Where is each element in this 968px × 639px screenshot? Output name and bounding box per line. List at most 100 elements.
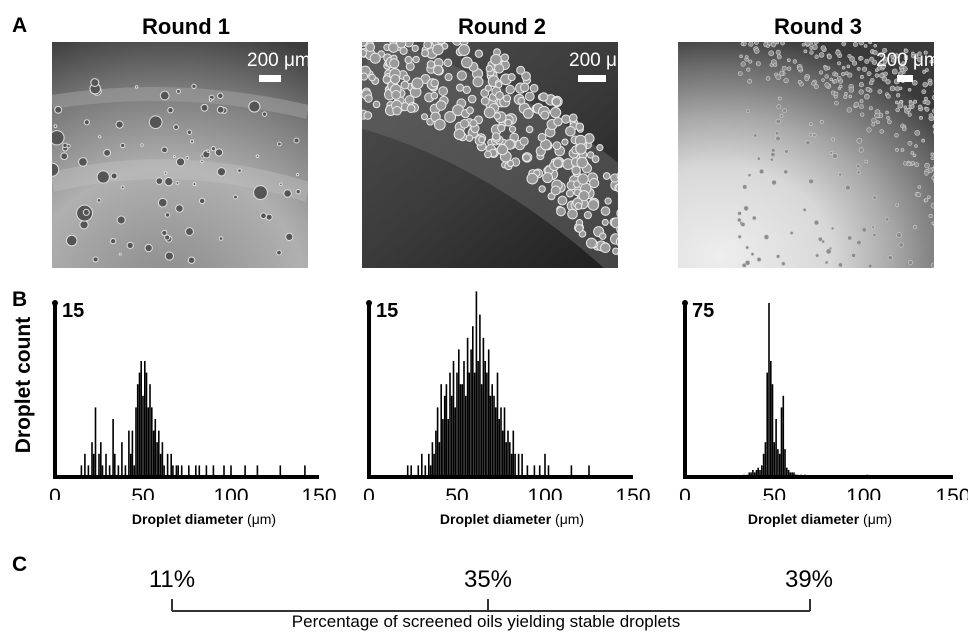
- histogram-bar: [750, 472, 752, 477]
- histogram-bar: [163, 465, 165, 477]
- histogram-bar: [463, 361, 465, 477]
- x-tick-label: 50: [763, 485, 786, 500]
- histogram-bar: [514, 453, 516, 477]
- histogram-bar: [491, 384, 493, 477]
- histogram-bar: [198, 465, 201, 477]
- histogram-bar: [789, 472, 792, 477]
- histogram-bar: [149, 384, 151, 477]
- histogram-bar: [205, 465, 208, 477]
- histogram-bar: [421, 453, 423, 477]
- histogram-bar: [142, 395, 144, 477]
- percent-round-3: 39%: [784, 566, 834, 593]
- histogram-bar: [161, 442, 164, 477]
- histogram-bar: [124, 465, 127, 477]
- y-tick-label: 15: [376, 300, 398, 322]
- histogram-bar: [129, 453, 132, 477]
- histogram-bar: [466, 337, 469, 477]
- histogram-bar: [133, 465, 135, 477]
- histogram-bar: [188, 465, 190, 477]
- histogram-bar: [144, 361, 146, 477]
- histogram-bar: [230, 465, 232, 477]
- histogram-bar: [526, 465, 529, 477]
- histogram-bar: [500, 407, 502, 477]
- histogram-bar: [778, 453, 781, 477]
- histogram-bar: [244, 465, 246, 477]
- histogram-bar: [477, 361, 479, 477]
- histogram-bar: [117, 465, 120, 477]
- histogram-bar: [759, 470, 761, 477]
- histogram-bar: [544, 453, 546, 477]
- histogram-bar: [787, 470, 790, 477]
- micrograph-round-2: [362, 42, 618, 268]
- scale-label-round-2: 200 μm: [569, 50, 633, 71]
- histogram-bar: [498, 419, 500, 477]
- histogram-bar: [428, 453, 430, 477]
- histogram-bar: [159, 453, 162, 477]
- histogram-bar: [172, 465, 174, 477]
- histogram-bar: [470, 349, 472, 477]
- histogram-bar: [465, 395, 467, 477]
- histogram-bar: [793, 472, 795, 477]
- histogram-bar: [493, 395, 495, 477]
- x-tick-label: 50: [131, 485, 154, 500]
- histogram-bar: [487, 349, 490, 477]
- histogram-bar: [755, 470, 758, 477]
- scale-label-round-3: 200 μm: [876, 50, 940, 71]
- histogram-bar: [480, 384, 483, 477]
- histogram-bar: [494, 407, 497, 477]
- histogram-bar: [424, 465, 427, 477]
- histogram-bar: [147, 407, 150, 477]
- y-axis-cap: [682, 300, 688, 306]
- x-tick-label: 150: [301, 485, 336, 500]
- histogram-bar: [114, 453, 116, 477]
- histogram-bar: [762, 453, 765, 477]
- histogram-bar: [94, 407, 97, 477]
- histogram-bar: [570, 465, 573, 477]
- histogram-bar: [507, 430, 509, 477]
- histogram-bar: [131, 430, 134, 477]
- histogram-bar: [84, 453, 86, 477]
- histogram-bar: [105, 453, 107, 477]
- histogram-bar: [101, 465, 104, 477]
- y-tick-label: 75: [692, 300, 714, 322]
- histogram-bar: [753, 472, 756, 477]
- x-tick-label: 100: [846, 485, 881, 500]
- histogram-bar: [108, 465, 111, 477]
- percent-round-1: 11%: [148, 566, 196, 593]
- histogram-bar: [761, 465, 763, 477]
- x-tick-label: 100: [213, 485, 248, 500]
- histogram-bar: [468, 372, 471, 477]
- histogram-bar: [136, 384, 139, 477]
- x-tick-label: 0: [363, 485, 375, 500]
- histogram-bar: [768, 303, 770, 477]
- histogram-bar: [438, 442, 441, 477]
- histogram-bar: [447, 419, 449, 477]
- histogram-bar: [771, 384, 774, 477]
- histogram-bar: [450, 395, 453, 477]
- histogram-bar: [510, 453, 513, 477]
- histogram-bar: [417, 465, 420, 477]
- x-tick-label: 150: [615, 485, 650, 500]
- histogram-bar: [502, 430, 504, 477]
- histogram-bar: [791, 472, 793, 477]
- histogram-bar: [87, 465, 90, 477]
- histogram-bar: [435, 430, 437, 477]
- histogram-bar: [112, 419, 114, 477]
- histogram-bar: [256, 465, 259, 477]
- histogram-bar: [766, 372, 768, 477]
- histogram-bar: [436, 407, 439, 477]
- histogram-bar: [777, 449, 779, 477]
- histogram-bar: [175, 465, 178, 477]
- y-axis-cap: [52, 300, 58, 306]
- histogram-bar: [782, 395, 785, 477]
- y-axis-cap: [366, 300, 372, 306]
- histogram-bar: [223, 465, 225, 477]
- histogram-bar: [433, 453, 435, 477]
- histogram-bar: [140, 361, 142, 477]
- scale-bar-round-1: [259, 75, 281, 82]
- histogram-bar: [509, 442, 511, 477]
- x-axis-label-round-3: Droplet diameter (μm): [747, 511, 893, 527]
- histogram-bar: [512, 430, 515, 477]
- round-3-title: Round 3: [774, 14, 862, 39]
